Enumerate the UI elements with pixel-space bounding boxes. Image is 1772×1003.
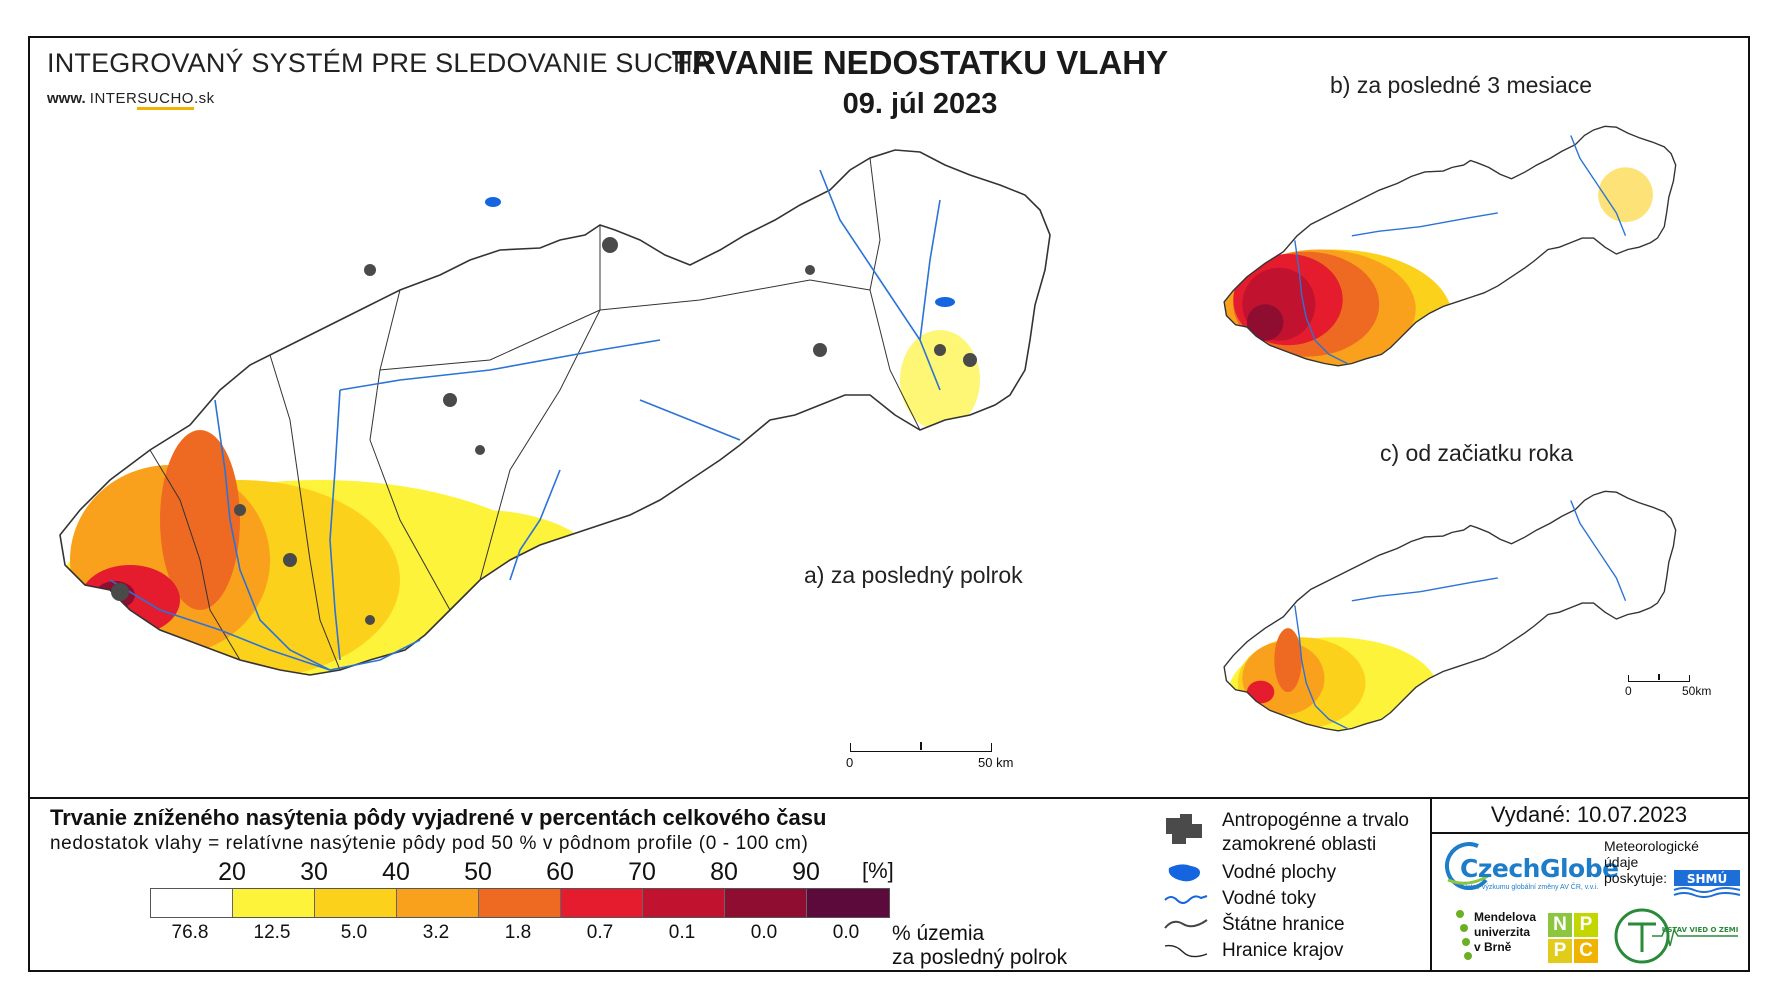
main-scale-bar bbox=[850, 742, 992, 752]
class-area-percent: 0.0 bbox=[750, 922, 778, 943]
czechglobe-logo-icon bbox=[1445, 842, 1489, 890]
region-border-icon bbox=[1164, 944, 1208, 958]
color-class-swatch-3 bbox=[397, 889, 479, 917]
main-map-label: a) za posledný polrok bbox=[804, 562, 1023, 588]
earth-science-institute-name: ÚSTAV VIED O ZEMI bbox=[1662, 925, 1739, 934]
czechglobe-name: CzechGlobe bbox=[1460, 854, 1619, 883]
main-scale-start: 0 bbox=[846, 755, 854, 770]
inset-c-label: c) od začiatku roka bbox=[1380, 440, 1574, 466]
inset-scale-end: 50km bbox=[1682, 684, 1712, 698]
meteo-provider-text: Meteorologické údaje poskytuje: bbox=[1604, 838, 1699, 886]
anthropogenic-label-1: Antropogénne a trvalo bbox=[1222, 810, 1409, 831]
nppc-logo: N P P C bbox=[1548, 913, 1598, 963]
class-area-percent: 0.7 bbox=[586, 922, 614, 943]
legend-tick: 70 bbox=[628, 858, 656, 886]
state-border-label: Štátne hranice bbox=[1222, 914, 1345, 935]
legend-divider bbox=[28, 797, 1750, 799]
state-border-icon bbox=[1164, 919, 1208, 929]
anthropogenic-area-icon bbox=[1166, 814, 1202, 844]
river-icon bbox=[1164, 895, 1208, 904]
website-prefix: www. bbox=[47, 90, 86, 107]
nppc-letter: C bbox=[1574, 939, 1598, 963]
inset-year-to-date-map bbox=[1223, 490, 1677, 732]
legend-tick: 90 bbox=[792, 858, 820, 886]
anthropogenic-label-2: zamokrené oblasti bbox=[1222, 834, 1377, 855]
pct-note-line1: % územia bbox=[892, 922, 985, 945]
class-area-percent: 1.8 bbox=[504, 922, 532, 943]
class-area-percent: 12.5 bbox=[253, 922, 291, 943]
legend-subtitle: nedostatok vlahy = relatívne nasýtenie p… bbox=[50, 833, 809, 854]
system-title: INTEGROVANÝ SYSTÉM PRE SLEDOVANIE SUCHA bbox=[47, 48, 711, 78]
pct-note-line2: za posledný polrok bbox=[892, 946, 1068, 969]
inset-3-months-map bbox=[1223, 125, 1677, 367]
inset-scale-bar bbox=[1628, 674, 1690, 682]
rivers bbox=[109, 169, 941, 671]
legend-tick: 20 bbox=[218, 858, 246, 886]
river-label: Vodné toky bbox=[1222, 888, 1317, 909]
class-area-percent: 0.0 bbox=[832, 922, 860, 943]
nppc-letter: N bbox=[1548, 913, 1572, 937]
legend-title: Trvanie zníženého nasýtenia pôdy vyjadre… bbox=[50, 805, 827, 830]
legend-tick: 80 bbox=[710, 858, 738, 886]
water-bodies bbox=[485, 197, 955, 307]
legend-tick: 60 bbox=[546, 858, 574, 886]
mendel-university-name: Mendelova univerzita v Brně bbox=[1474, 910, 1537, 954]
class-area-percent: 3.2 bbox=[422, 922, 450, 943]
shmu-logo-icon: SHMÚ bbox=[1673, 870, 1741, 898]
nppc-letter: P bbox=[1548, 939, 1572, 963]
issued-divider bbox=[1430, 832, 1750, 834]
shmu-logo-text: SHMÚ bbox=[1687, 871, 1727, 886]
color-scale-bar bbox=[150, 888, 890, 918]
legend-tick: 30 bbox=[300, 858, 328, 886]
logo-panel-divider bbox=[1430, 797, 1432, 972]
map-title: TRVANIE NEDOSTATKU VLAHY bbox=[671, 44, 1169, 81]
website-link[interactable]: www. INTERSUCHO.sk bbox=[47, 90, 215, 110]
earth-science-institute-logo-icon: ÚSTAV VIED O ZEMI bbox=[1614, 908, 1739, 964]
color-class-swatch-6 bbox=[643, 889, 725, 917]
main-drought-map bbox=[59, 149, 1051, 676]
color-class-swatch-2 bbox=[315, 889, 397, 917]
region-borders bbox=[149, 157, 921, 671]
website-brand: SUCHO bbox=[137, 90, 194, 110]
main-scale-end: 50 km bbox=[978, 755, 1014, 770]
color-class-swatch-4 bbox=[479, 889, 561, 917]
issued-date: Vydané: 10.07.2023 bbox=[1490, 802, 1688, 827]
urban-areas bbox=[111, 237, 977, 625]
color-class-swatch-7 bbox=[725, 889, 807, 917]
website-mid: INTER bbox=[89, 90, 138, 107]
legend-unit: [%] bbox=[862, 858, 894, 883]
map-date: 09. júl 2023 bbox=[842, 88, 998, 120]
website-suffix: .sk bbox=[193, 90, 215, 107]
drought-zone-50-60 bbox=[160, 430, 240, 610]
region-border-label: Hranice krajov bbox=[1222, 940, 1344, 961]
color-class-swatch-8 bbox=[807, 889, 889, 917]
water-body-icon bbox=[1168, 864, 1200, 882]
czechglobe-subtitle: Ústav výzkumu globální změny AV ČR, v.v.… bbox=[1462, 884, 1599, 891]
legend-tick: 40 bbox=[382, 858, 410, 886]
class-area-percent: 5.0 bbox=[340, 922, 368, 943]
class-area-percent: 0.1 bbox=[668, 922, 696, 943]
mendel-dots-icon bbox=[1456, 910, 1472, 960]
inset-b-label: b) za posledné 3 mesiace bbox=[1330, 72, 1593, 98]
drought-zone-east bbox=[900, 330, 980, 430]
color-class-swatch-1 bbox=[233, 889, 315, 917]
legend-tick: 50 bbox=[464, 858, 492, 886]
color-class-swatch-5 bbox=[561, 889, 643, 917]
color-class-swatch-0 bbox=[151, 889, 233, 917]
water-body-label: Vodné plochy bbox=[1222, 862, 1337, 883]
inset-scale-start: 0 bbox=[1625, 684, 1632, 698]
class-area-percent: 76.8 bbox=[171, 922, 209, 943]
nppc-letter: P bbox=[1574, 913, 1598, 937]
